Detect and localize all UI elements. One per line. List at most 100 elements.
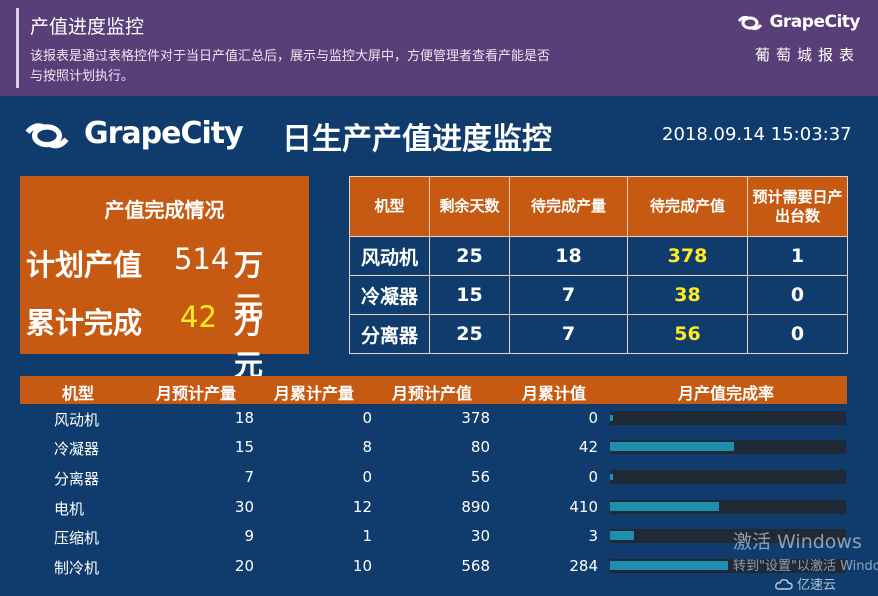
- brand-block: GrapeCity 葡萄城报表: [720, 10, 860, 65]
- table-row: 分离器 7 0 56 0: [20, 463, 847, 492]
- main-logo: GrapeCity: [24, 116, 244, 151]
- monthly-cell-done-qty: 10: [352, 557, 372, 575]
- summary-title: 产值完成情况: [104, 198, 225, 222]
- table-row: 压缩机 9 1 30 3: [20, 522, 847, 551]
- brand-logo-text: GrapeCity: [769, 12, 860, 32]
- pending-cell-value: 56: [627, 314, 748, 354]
- monthly-cell-plan-qty: 30: [234, 498, 254, 516]
- pending-cell-daily: 1: [747, 236, 848, 276]
- monthly-cell-plan-qty: 15: [234, 438, 254, 456]
- progress-fill: [610, 561, 728, 570]
- progress-track: [610, 559, 846, 573]
- progress-fill: [610, 502, 719, 511]
- table-row: 风动机 18 0 378 0: [20, 404, 847, 433]
- table-row: 风动机 25 18 378 1: [349, 236, 848, 276]
- progress-fill: [610, 474, 613, 480]
- monthly-cell-plan-value: 30: [470, 527, 490, 545]
- monthly-header-done-value: 月累计值: [522, 384, 587, 403]
- pending-cell-days: 15: [429, 275, 510, 315]
- pending-header-days: 剩余天数: [429, 176, 510, 237]
- info-banner: 产值进度监控 该报表是通过表格控件对于当日产值汇总后，展示与监控大屏中，方便管理…: [0, 0, 878, 96]
- site-watermark-text: 亿速云: [797, 578, 837, 593]
- monthly-cell-model: 冷凝器: [54, 440, 100, 458]
- monthly-cell-done-qty: 12: [352, 498, 372, 516]
- progress-fill: [610, 442, 734, 451]
- monthly-cell-done-qty: 0: [362, 409, 372, 427]
- monthly-cell-model: 电机: [54, 500, 85, 518]
- monthly-cell-model: 风动机: [54, 411, 100, 429]
- monthly-cell-plan-value: 80: [470, 438, 490, 456]
- done-unit: 万元: [234, 306, 264, 382]
- pending-header-daily: 预计需要日产出台数: [747, 176, 848, 237]
- monthly-cell-plan-value: 378: [461, 409, 490, 427]
- monthly-table-header: 机型 月预计产量 月累计产量 月预计产值 月累计值 月产值完成率: [20, 376, 847, 404]
- plan-value-row: 计划产值 514 万元: [26, 242, 263, 324]
- pending-cell-days: 25: [429, 314, 510, 354]
- grapecity-main-logo-icon: [25, 122, 69, 148]
- monthly-cell-done-qty: 0: [362, 468, 372, 486]
- pending-cell-model: 分离器: [349, 314, 430, 354]
- monthly-cell-done-qty: 8: [362, 438, 372, 456]
- pending-cell-daily: 0: [747, 275, 848, 315]
- monthly-header-model: 机型: [62, 384, 95, 403]
- pending-cell-model: 冷凝器: [349, 275, 430, 315]
- main-logo-text: GrapeCity: [84, 116, 244, 151]
- table-row: 冷凝器 15 8 80 42: [20, 433, 847, 462]
- monthly-cell-done-value: 284: [569, 557, 598, 575]
- monthly-cell-done-value: 0: [588, 409, 598, 427]
- pending-cell-qty: 7: [509, 314, 628, 354]
- activation-watermark-title: 激活 Windows: [733, 531, 862, 553]
- monthly-cell-done-value: 410: [569, 498, 598, 516]
- monthly-cell-done-value: 42: [578, 438, 598, 456]
- pending-table-header: 机型 剩余天数 待完成产量 待完成产值 预计需要日产出台数: [349, 176, 848, 237]
- monthly-cell-done-value: 0: [588, 468, 598, 486]
- pending-cell-value: 378: [627, 236, 748, 276]
- monthly-header-plan-value: 月预计产值: [392, 384, 473, 403]
- pending-cell-days: 25: [429, 236, 510, 276]
- cloud-icon: [775, 578, 793, 590]
- pending-cell-daily: 0: [747, 314, 848, 354]
- plan-value: 514: [174, 242, 230, 276]
- monthly-cell-plan-qty: 18: [234, 409, 254, 427]
- banner-title: 产值进度监控: [30, 16, 145, 38]
- table-row: 电机 30 12 890 410: [20, 493, 847, 522]
- done-label: 累计完成: [26, 306, 143, 340]
- pending-cell-qty: 18: [509, 236, 628, 276]
- monthly-cell-plan-qty: 7: [244, 468, 254, 486]
- plan-label: 计划产值: [26, 248, 143, 282]
- monthly-cell-plan-value: 568: [461, 557, 490, 575]
- brand-subtitle: 葡萄城报表: [754, 46, 860, 64]
- monthly-cell-model: 压缩机: [54, 529, 100, 547]
- monthly-cell-done-qty: 1: [362, 527, 372, 545]
- monthly-cell-plan-value: 890: [461, 498, 490, 516]
- table-row: 冷凝器 15 7 38 0: [349, 275, 848, 315]
- page-title: 日生产产值进度监控: [282, 122, 552, 157]
- pending-header-model: 机型: [349, 176, 430, 237]
- table-row: 分离器 25 7 56 0: [349, 314, 848, 354]
- current-datetime: 2018.09.14 15:03:37: [662, 124, 852, 145]
- monthly-header-done-qty: 月累计产量: [274, 384, 355, 403]
- pending-table: 机型 剩余天数 待完成产量 待完成产值 预计需要日产出台数 风动机 25 18 …: [349, 176, 848, 354]
- grapecity-logo-icon: [738, 15, 763, 31]
- pending-header-value: 待完成产值: [627, 176, 748, 237]
- progress-track: [610, 529, 846, 543]
- banner-accent-bar: [16, 8, 19, 88]
- grapecity-logo: GrapeCity: [720, 10, 860, 34]
- monthly-cell-plan-qty: 20: [234, 557, 254, 575]
- monthly-cell-plan-qty: 9: [244, 527, 254, 545]
- pending-cell-value: 38: [627, 275, 748, 315]
- monthly-cell-model: 制冷机: [54, 559, 100, 577]
- monthly-header-plan-qty: 月预计产量: [156, 384, 237, 403]
- progress-track: [610, 500, 846, 514]
- done-value-row: 累计完成 42 万元: [26, 300, 263, 382]
- banner-description: 该报表是通过表格控件对于当日产值汇总后，展示与监控大屏中，方便管理者查看产能是否…: [30, 49, 551, 84]
- pending-header-qty: 待完成产量: [509, 176, 628, 237]
- progress-fill: [610, 415, 613, 421]
- monthly-cell-plan-value: 56: [470, 468, 490, 486]
- pending-cell-model: 风动机: [349, 236, 430, 276]
- progress-track: [610, 440, 846, 454]
- progress-fill: [610, 531, 634, 540]
- monthly-cell-done-value: 3: [588, 527, 598, 545]
- activation-watermark-hint: 转到"设置"以激活 Windows: [733, 559, 878, 574]
- plan-unit: 万元: [234, 248, 264, 324]
